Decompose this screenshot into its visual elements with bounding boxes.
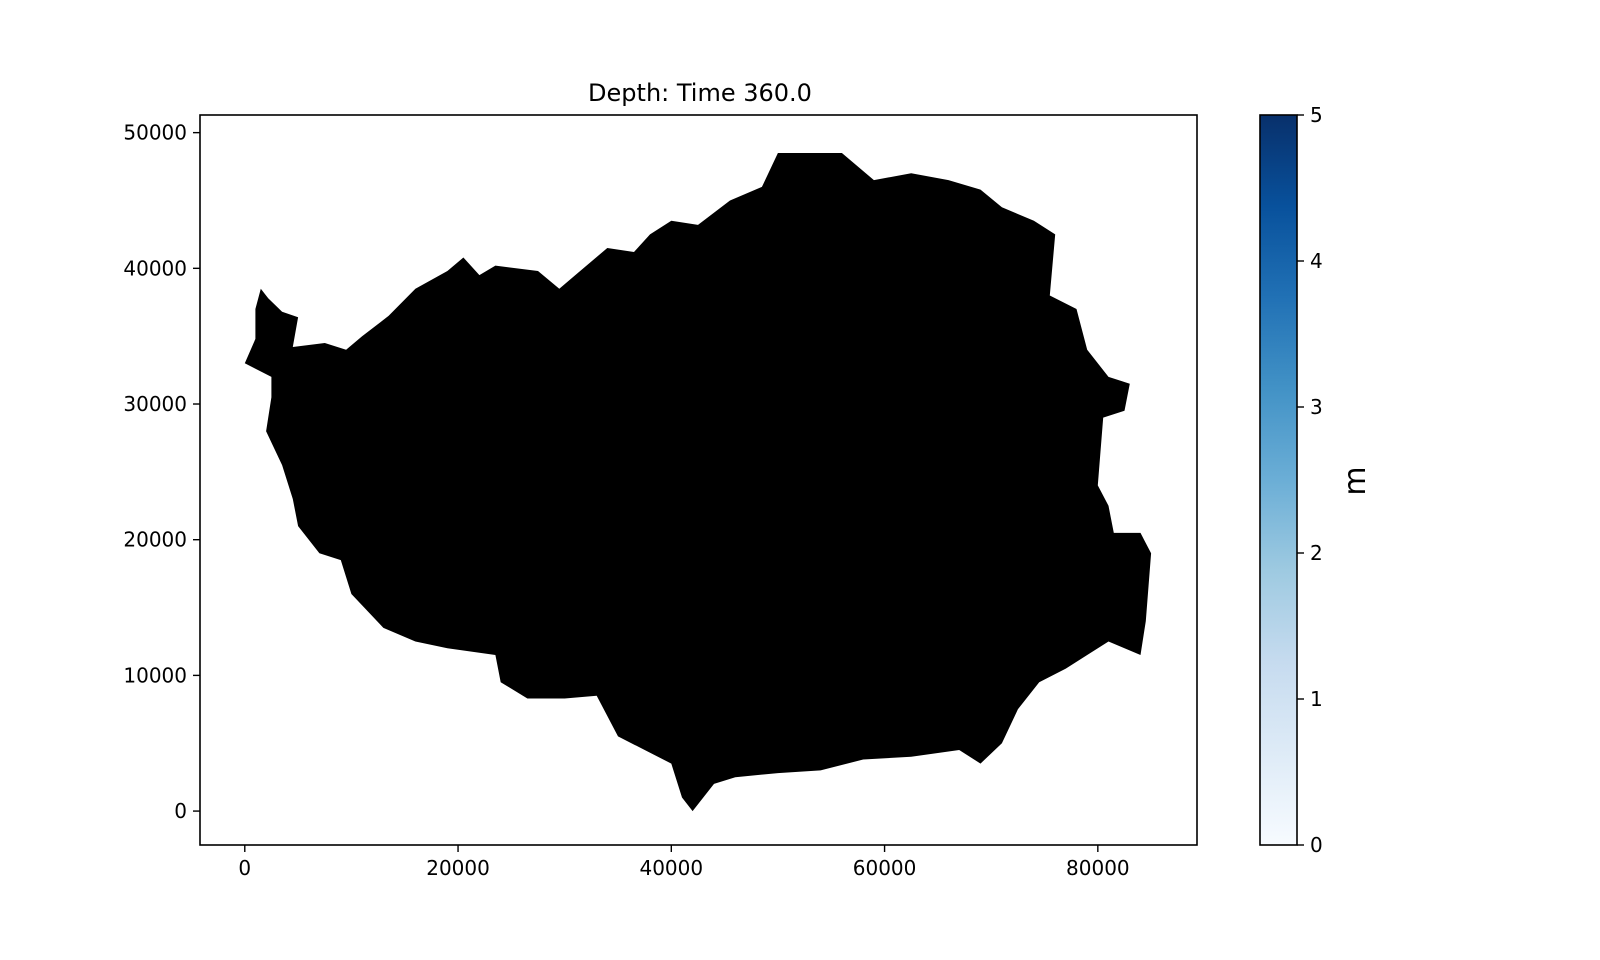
- y-tick-label: 0: [174, 799, 187, 823]
- y-tick-label: 40000: [123, 256, 187, 280]
- colorbar-label: m: [1338, 466, 1373, 495]
- axes-frame: [199, 114, 1198, 846]
- x-tick-label: 40000: [639, 856, 703, 880]
- y-tick-label: 10000: [123, 663, 187, 687]
- y-tick-label: 30000: [123, 392, 187, 416]
- colorbar-tick-label: 0: [1310, 833, 1323, 857]
- colorbar-ticks: 0 1 2 3 4 5: [1297, 103, 1323, 857]
- x-tick-label: 0: [238, 856, 251, 880]
- colorbar-tick-label: 3: [1310, 395, 1323, 419]
- depth-region: [244, 153, 1152, 812]
- x-axis: 0 20000 40000 60000 80000: [238, 845, 1130, 880]
- colorbar-tick-label: 2: [1310, 541, 1323, 565]
- colorbar-tick-label: 1: [1310, 687, 1323, 711]
- x-tick-label: 80000: [1066, 856, 1130, 880]
- colorbar-tick-label: 5: [1310, 103, 1323, 127]
- colorbar-gradient: [1259, 114, 1298, 846]
- y-axis: 0 10000 20000 30000 40000 50000: [123, 121, 200, 823]
- y-tick-label: 50000: [123, 121, 187, 145]
- y-tick-label: 20000: [123, 528, 187, 552]
- x-tick-label: 20000: [426, 856, 490, 880]
- chart-title: Depth: Time 360.0: [588, 79, 812, 107]
- x-tick-label: 60000: [853, 856, 917, 880]
- colorbar: 0 1 2 3 4 5 m: [1259, 103, 1373, 857]
- colorbar-tick-label: 4: [1310, 249, 1323, 273]
- plot-area: [199, 114, 1198, 846]
